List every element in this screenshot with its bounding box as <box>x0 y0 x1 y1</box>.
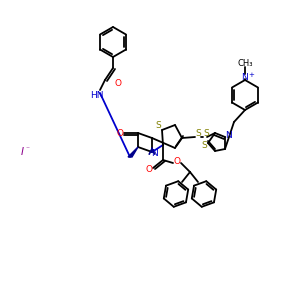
Text: O: O <box>115 80 122 88</box>
Text: S: S <box>201 142 207 151</box>
Text: S: S <box>195 130 201 139</box>
Text: +: + <box>248 72 254 78</box>
Text: ⁻: ⁻ <box>25 145 29 154</box>
Text: O: O <box>116 130 124 139</box>
Text: HN: HN <box>90 91 104 100</box>
Text: O: O <box>173 158 181 166</box>
Text: CH₃: CH₃ <box>237 59 253 68</box>
Text: N: N <box>226 130 232 140</box>
Text: S: S <box>203 130 209 139</box>
Polygon shape <box>128 147 138 157</box>
Text: O: O <box>146 166 152 175</box>
Text: I: I <box>20 147 23 157</box>
Text: N: N <box>242 73 248 82</box>
Text: S: S <box>155 122 161 130</box>
Text: N: N <box>152 149 158 158</box>
